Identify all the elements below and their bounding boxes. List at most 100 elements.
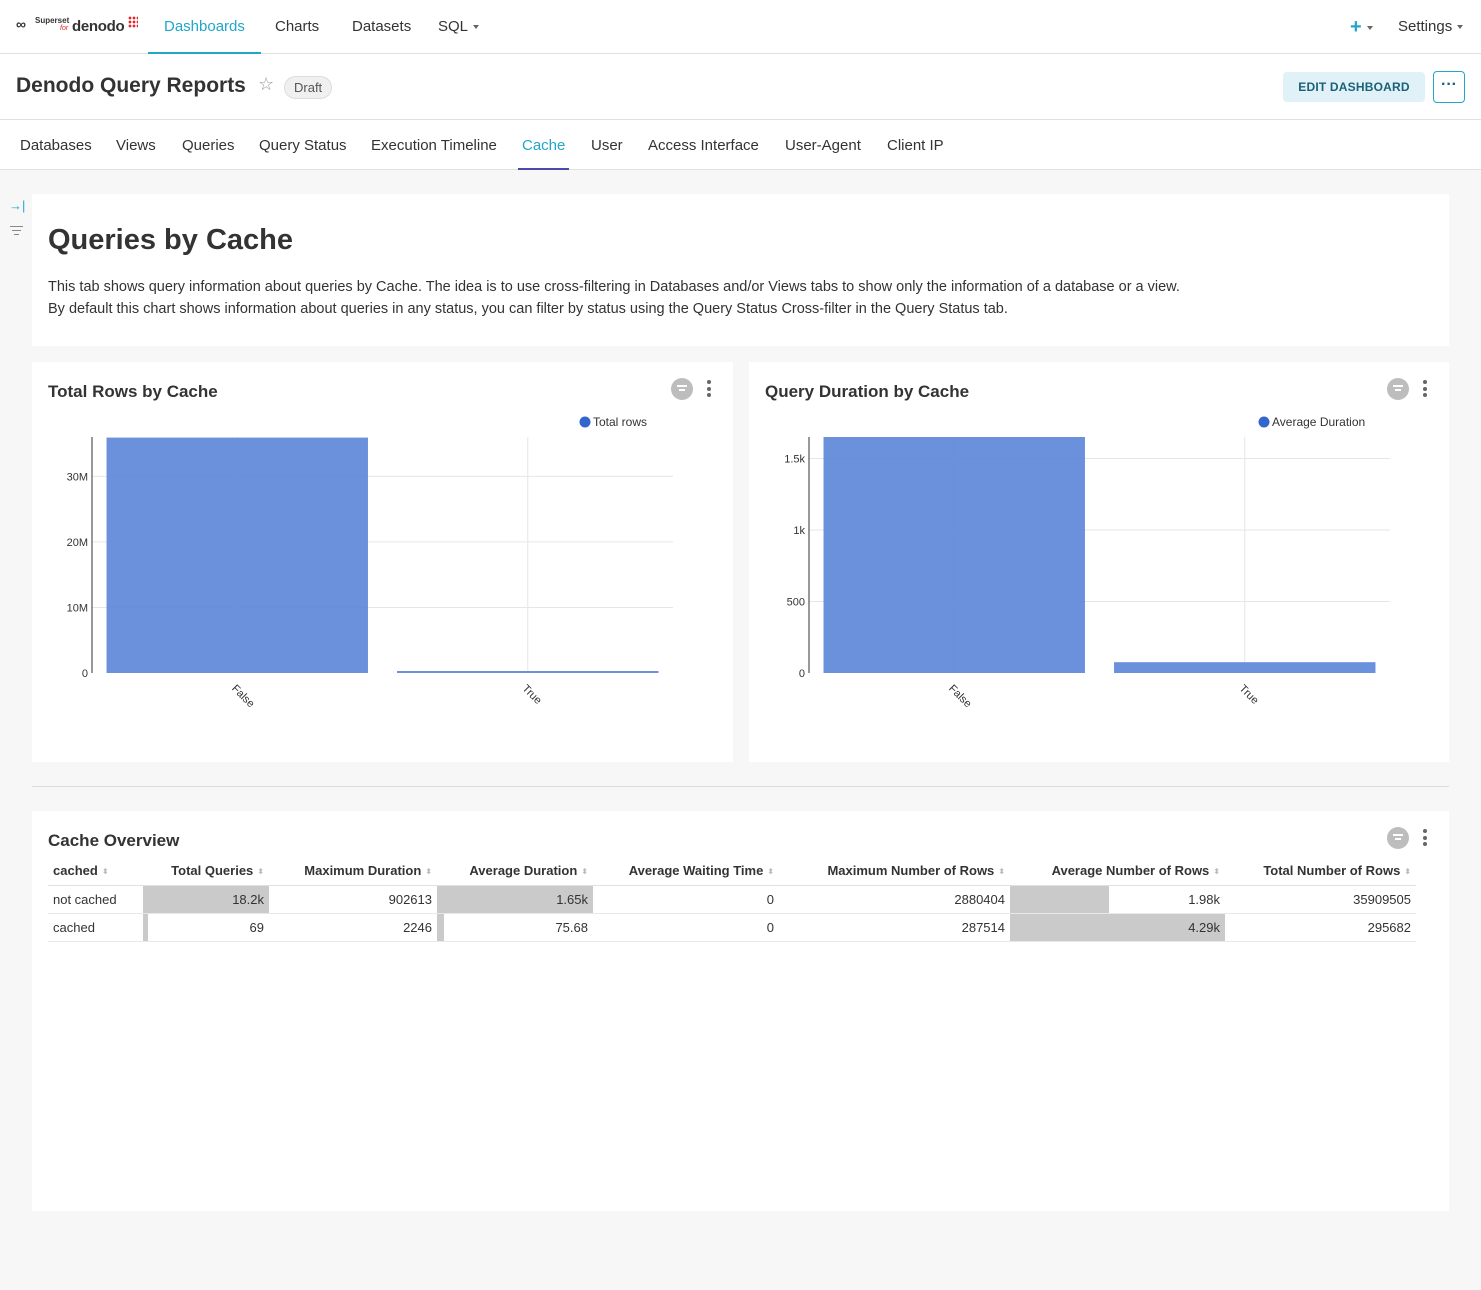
y-tick-label: 20M bbox=[67, 537, 88, 549]
cell-value-bar bbox=[143, 913, 149, 941]
top-navbar: ∞ Superset for denodo Dashboards Charts … bbox=[0, 0, 1481, 54]
table-header-row: cached ⬍ Total Queries ⬍ Maximum Duration ⬍… bbox=[48, 857, 1416, 886]
tab-databases[interactable]: Databases bbox=[20, 137, 92, 154]
chart-menu-icon[interactable] bbox=[707, 380, 711, 400]
logo-superset-text: Superset bbox=[35, 16, 70, 25]
table-row[interactable]: cached 69 2246 75.68 0 287514 4.29k 295682 bbox=[48, 913, 1416, 942]
cell-value: 4.29k bbox=[1188, 919, 1220, 935]
settings-dropdown[interactable]: Settings bbox=[1398, 0, 1464, 54]
table-cell: cached bbox=[48, 913, 143, 942]
cell-value-bar bbox=[1010, 885, 1109, 913]
column-header[interactable]: Average Waiting Time ⬍ bbox=[593, 857, 779, 886]
y-tick-label: 10M bbox=[67, 602, 88, 614]
cell-value-bar bbox=[1010, 913, 1225, 941]
column-header-label: Maximum Number of Rows bbox=[827, 863, 995, 879]
sort-icon: ⬍ bbox=[581, 866, 588, 876]
table-row[interactable]: not cached 18.2k 902613 1.65k 0 2880404 1.98k 3… bbox=[48, 885, 1416, 914]
star-icon[interactable]: ☆ bbox=[258, 74, 275, 94]
chart-title: Query Duration by Cache bbox=[765, 382, 970, 401]
nav-dashboards[interactable]: Dashboards bbox=[148, 0, 261, 54]
cell-value: 75.68 bbox=[555, 919, 588, 935]
cross-filter-icon[interactable] bbox=[1387, 378, 1409, 400]
cell-value: 0 bbox=[766, 891, 774, 907]
edit-dashboard-button[interactable]: EDIT DASHBOARD bbox=[1283, 72, 1425, 102]
column-header-label: cached bbox=[53, 863, 98, 879]
column-header[interactable]: Total Queries ⬍ bbox=[143, 857, 269, 886]
tab-user-agent[interactable]: User-Agent bbox=[785, 137, 861, 154]
column-header[interactable]: Average Number of Rows ⬍ bbox=[1010, 857, 1225, 886]
plus-icon: + bbox=[1350, 16, 1362, 38]
sort-icon: ⬍ bbox=[101, 866, 109, 876]
intro-text: This tab shows query information about q… bbox=[48, 276, 1180, 320]
x-tick-label: True bbox=[1237, 683, 1261, 707]
nav-dashboards-label: Dashboards bbox=[164, 18, 245, 35]
tab-views[interactable]: Views bbox=[116, 137, 156, 154]
column-header-label: Total Number of Rows bbox=[1263, 863, 1401, 879]
sort-icon: ⬍ bbox=[425, 866, 432, 876]
table-cell: 4.29k bbox=[1010, 913, 1225, 942]
cross-filter-icon[interactable] bbox=[1387, 827, 1409, 849]
settings-label: Settings bbox=[1398, 18, 1453, 35]
y-tick-label: 1k bbox=[793, 525, 805, 537]
x-tick-label: False bbox=[946, 683, 974, 711]
table-cell: 0 bbox=[593, 913, 779, 942]
chart-menu-icon[interactable] bbox=[1423, 380, 1427, 400]
tab-execution-timeline[interactable]: Execution Timeline bbox=[371, 137, 497, 154]
cell-value: cached bbox=[53, 919, 95, 935]
filter-icon[interactable] bbox=[9, 226, 23, 238]
table-cell: 1.65k bbox=[437, 885, 593, 914]
sort-icon: ⬍ bbox=[998, 866, 1005, 876]
tab-client-ip[interactable]: Client IP bbox=[887, 137, 944, 154]
expand-filters-icon[interactable]: →| bbox=[9, 198, 26, 213]
column-header[interactable]: Total Number of Rows ⬍ bbox=[1225, 857, 1416, 886]
superset-denodo-logo[interactable]: ∞ Superset for denodo bbox=[16, 14, 140, 38]
logo-denodo-text: denodo bbox=[72, 18, 125, 35]
table-cell: 75.68 bbox=[437, 913, 593, 942]
tab-access-interface[interactable]: Access Interface bbox=[648, 137, 759, 154]
tab-queries[interactable]: Queries bbox=[182, 137, 235, 154]
column-header[interactable]: cached ⬍ bbox=[48, 857, 143, 886]
y-tick-label: 0 bbox=[799, 668, 805, 680]
nav-sql-dropdown[interactable]: SQL bbox=[438, 0, 480, 54]
y-tick-label: 500 bbox=[787, 596, 805, 608]
nav-charts[interactable]: Charts bbox=[275, 0, 319, 54]
cell-value-bar bbox=[437, 885, 593, 913]
more-options-button[interactable]: ··· bbox=[1433, 71, 1465, 103]
table-cell: 18.2k bbox=[143, 885, 269, 914]
sort-icon: ⬍ bbox=[1404, 866, 1411, 876]
cell-value: 2246 bbox=[403, 919, 432, 935]
table-cell: 1.98k bbox=[1010, 885, 1225, 914]
nav-datasets[interactable]: Datasets bbox=[352, 0, 411, 54]
intro-line-2: By default this chart shows information … bbox=[48, 301, 1008, 317]
tab-query-status[interactable]: Query Status bbox=[259, 137, 347, 154]
table-card-cache-overview: Cache Overview cached ⬍ Total Queries ⬍ Ma… bbox=[32, 811, 1449, 1211]
new-item-dropdown[interactable]: + bbox=[1350, 16, 1373, 38]
column-header[interactable]: Average Duration ⬍ bbox=[437, 857, 593, 886]
cell-value: 0 bbox=[766, 919, 774, 935]
table-cell: 69 bbox=[143, 913, 269, 942]
column-header[interactable]: Maximum Number of Rows ⬍ bbox=[779, 857, 1010, 886]
chart-card-query-duration: Query Duration by Cache 0 500 1k 1.5k False T… bbox=[749, 362, 1449, 762]
chevron-down-icon bbox=[473, 25, 480, 30]
column-header-label: Average Number of Rows bbox=[1051, 863, 1210, 879]
y-tick-label: 0 bbox=[82, 668, 88, 680]
x-tick-label: True bbox=[520, 683, 544, 707]
chart-menu-icon[interactable] bbox=[1423, 829, 1427, 849]
x-tick-label: False bbox=[229, 683, 257, 711]
chevron-down-icon bbox=[1366, 25, 1373, 30]
intro-line-1: This tab shows query information about q… bbox=[48, 279, 1180, 295]
bar-chart-query-duration: 0 500 1k 1.5k False True Average Duration bbox=[784, 415, 1390, 711]
row-divider bbox=[32, 786, 1449, 787]
column-header[interactable]: Maximum Duration ⬍ bbox=[269, 857, 437, 886]
dashboard-title[interactable]: Denodo Query Reports bbox=[16, 74, 246, 97]
tab-user[interactable]: User bbox=[591, 137, 623, 154]
tab-cache[interactable]: Cache bbox=[518, 120, 570, 170]
chart-title: Total Rows by Cache bbox=[48, 382, 218, 401]
nav-sql-label: SQL bbox=[438, 18, 469, 35]
cell-value: 295682 bbox=[1367, 919, 1411, 935]
nav-charts-label: Charts bbox=[275, 18, 320, 35]
cross-filter-icon[interactable] bbox=[671, 378, 693, 400]
legend-marker bbox=[579, 416, 591, 428]
dashboard-tabs: Databases Views Queries Query Status Exe… bbox=[0, 120, 1481, 170]
status-badge[interactable]: Draft bbox=[284, 76, 333, 99]
